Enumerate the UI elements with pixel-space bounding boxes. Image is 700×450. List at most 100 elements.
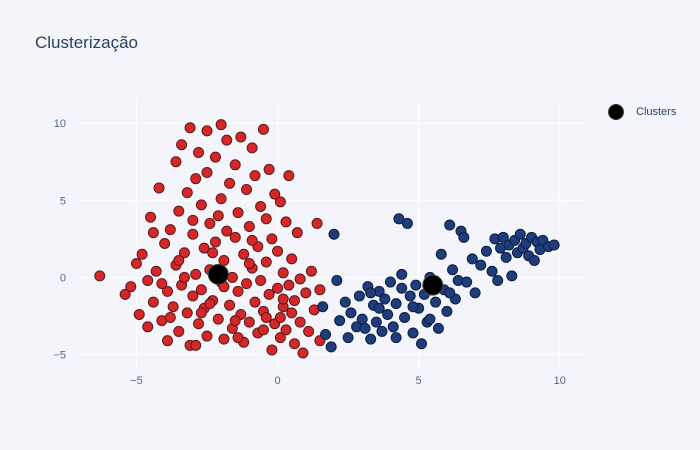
chart-title: Clusterização — [35, 33, 138, 52]
data-point-cluster-a — [277, 293, 289, 305]
data-point-cluster-a — [125, 281, 137, 293]
data-point-cluster-a — [235, 131, 247, 143]
data-point-cluster-b — [514, 228, 526, 240]
series-cluster-a — [94, 119, 326, 359]
data-point-cluster-a — [277, 267, 289, 279]
data-point-cluster-a — [142, 321, 154, 333]
data-point-cluster-a — [246, 142, 258, 154]
data-point-cluster-a — [232, 207, 244, 219]
data-point-cluster-a — [303, 325, 315, 337]
data-point-cluster-a — [212, 210, 224, 222]
data-point-cluster-b — [331, 275, 343, 287]
data-point-cluster-a — [173, 325, 185, 337]
data-point-cluster-a — [181, 307, 193, 319]
y-tick-label: 0 — [60, 272, 66, 284]
data-point-cluster-b — [359, 322, 371, 334]
data-point-cluster-a — [241, 183, 253, 195]
grid-lines — [80, 100, 588, 370]
data-point-cluster-a — [184, 122, 196, 134]
data-point-cluster-b — [387, 321, 399, 333]
data-point-cluster-a — [260, 256, 272, 268]
data-point-cluster-a — [195, 284, 207, 296]
data-point-cluster-a — [266, 233, 278, 245]
data-point-cluster-a — [305, 265, 317, 277]
data-point-cluster-a — [207, 247, 219, 259]
data-point-cluster-b — [399, 312, 411, 324]
centroid-point — [422, 274, 444, 296]
data-point-cluster-a — [167, 301, 179, 313]
data-point-cluster-a — [178, 247, 190, 259]
data-point-cluster-a — [215, 119, 227, 131]
data-point-cluster-a — [314, 284, 326, 296]
data-point-cluster-a — [243, 258, 255, 270]
data-point-cluster-a — [164, 312, 176, 324]
data-point-cluster-a — [229, 315, 241, 327]
data-point-cluster-b — [379, 293, 391, 305]
data-point-cluster-b — [407, 301, 419, 313]
data-point-cluster-b — [444, 219, 456, 231]
data-point-cluster-a — [147, 227, 159, 239]
data-point-cluster-b — [390, 332, 402, 344]
data-point-cluster-a — [142, 275, 154, 287]
data-point-cluster-a — [272, 245, 284, 257]
data-point-cluster-b — [317, 301, 329, 313]
data-point-cluster-a — [173, 254, 185, 266]
data-point-cluster-a — [221, 225, 233, 237]
data-point-cluster-a — [243, 221, 255, 233]
data-point-cluster-b — [384, 276, 396, 288]
data-point-cluster-a — [218, 254, 230, 266]
data-point-cluster-a — [263, 163, 275, 175]
data-point-cluster-a — [201, 167, 213, 179]
data-point-cluster-a — [260, 213, 272, 225]
data-point-cluster-a — [263, 288, 275, 300]
data-point-cluster-b — [424, 313, 436, 325]
data-point-cluster-b — [407, 327, 419, 339]
data-point-cluster-a — [198, 242, 210, 254]
data-point-cluster-a — [190, 268, 202, 280]
legend-marker-icon — [608, 104, 624, 120]
data-point-cluster-a — [257, 324, 269, 336]
data-point-cluster-a — [243, 316, 255, 328]
data-point-cluster-a — [187, 290, 199, 302]
data-point-cluster-a — [246, 234, 258, 246]
data-point-cluster-a — [272, 282, 284, 294]
data-point-cluster-a — [291, 227, 303, 239]
data-point-cluster-b — [353, 290, 365, 302]
data-point-cluster-a — [229, 231, 241, 243]
data-point-cluster-a — [190, 339, 202, 351]
data-point-cluster-a — [260, 312, 272, 324]
data-point-cluster-b — [432, 322, 444, 334]
data-point-cluster-b — [396, 282, 408, 294]
data-point-cluster-a — [159, 237, 171, 249]
data-point-cluster-a — [178, 271, 190, 283]
data-point-cluster-a — [147, 296, 159, 308]
x-tick-label: 0 — [274, 375, 280, 387]
data-point-cluster-a — [187, 228, 199, 240]
data-point-cluster-a — [130, 258, 142, 270]
data-point-cluster-b — [365, 333, 377, 345]
data-point-cluster-a — [156, 278, 168, 290]
data-point-cluster-a — [187, 214, 199, 226]
data-point-cluster-a — [255, 200, 267, 212]
data-point-cluster-b — [528, 254, 540, 266]
legend[interactable]: Clusters — [608, 104, 676, 120]
y-tick-label: −5 — [53, 350, 66, 362]
data-point-cluster-a — [153, 182, 165, 194]
data-point-cluster-b — [466, 253, 478, 265]
data-point-cluster-a — [119, 288, 131, 300]
data-point-cluster-a — [218, 333, 230, 345]
data-point-cluster-a — [257, 123, 269, 135]
data-point-cluster-b — [356, 313, 368, 325]
data-point-cluster-a — [164, 224, 176, 236]
data-point-cluster-b — [486, 265, 498, 277]
data-point-cluster-b — [382, 308, 394, 320]
data-point-cluster-b — [441, 305, 453, 317]
data-point-cluster-b — [458, 231, 470, 243]
data-point-cluster-b — [320, 329, 332, 341]
data-point-cluster-a — [300, 287, 312, 299]
data-point-cluster-a — [221, 134, 233, 146]
data-point-cluster-a — [209, 236, 221, 248]
data-point-cluster-b — [342, 332, 354, 344]
x-tick-label: −5 — [130, 375, 143, 387]
